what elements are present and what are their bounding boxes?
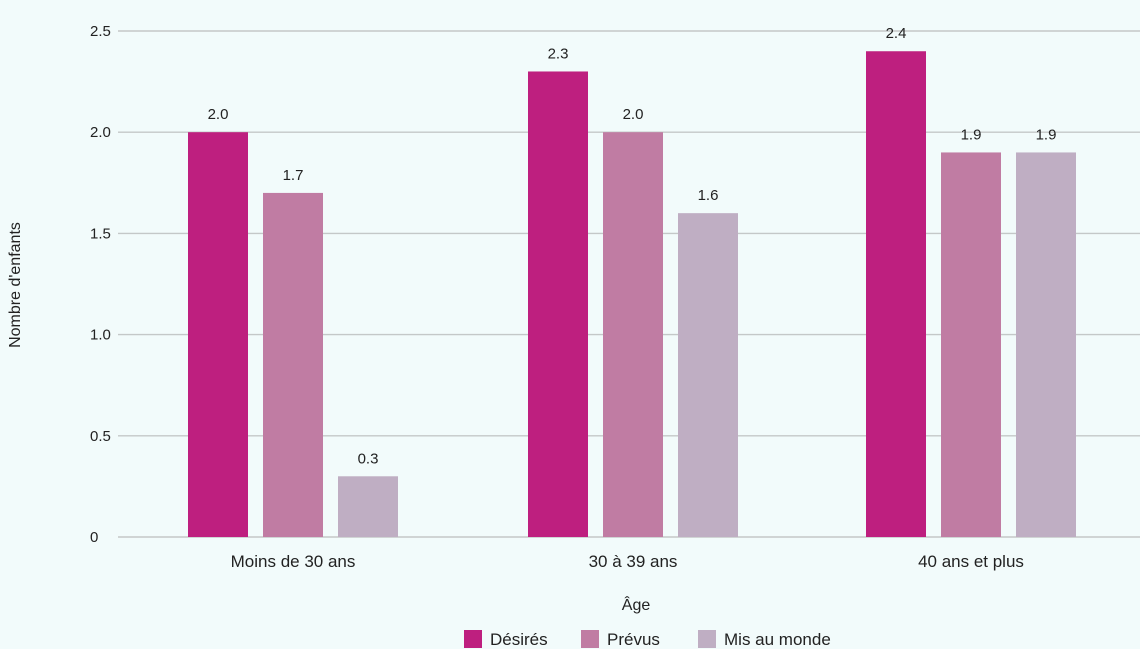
legend: Désirés Prévus Mis au monde xyxy=(464,630,831,649)
data-label: 2.4 xyxy=(886,25,907,42)
data-label: 1.7 xyxy=(283,167,304,184)
y-tick-label: 0 xyxy=(90,529,98,546)
legend-swatch xyxy=(581,630,599,648)
x-axis-title: Âge xyxy=(622,595,651,614)
bar-mis-au-monde-2 xyxy=(1016,152,1076,537)
x-category-label: 30 à 39 ans xyxy=(589,552,678,571)
y-tick-label: 0.5 xyxy=(90,428,111,445)
data-label: 0.3 xyxy=(358,450,379,467)
data-label: 1.6 xyxy=(698,187,719,204)
bars xyxy=(188,51,1076,538)
data-label: 1.9 xyxy=(961,126,982,143)
data-label: 2.3 xyxy=(548,45,569,62)
bar-mis-au-monde-1 xyxy=(678,213,738,537)
bar-désirés-2 xyxy=(866,51,926,538)
data-labels: 2.0 1.7 0.3 2.3 2.0 1.6 2.4 1.9 1.9 xyxy=(208,25,1057,467)
legend-swatch xyxy=(698,630,716,648)
legend-label: Mis au monde xyxy=(724,630,831,649)
y-tick-label: 1.0 xyxy=(90,327,111,344)
y-axis-ticks: 0 0.5 1.0 1.5 2.0 2.5 xyxy=(90,23,111,546)
data-label: 2.0 xyxy=(208,106,229,123)
bar-prévus-2 xyxy=(941,152,1001,537)
data-label: 2.0 xyxy=(623,106,644,123)
y-tick-label: 2.5 xyxy=(90,23,111,40)
bar-prévus-0 xyxy=(263,192,323,538)
y-axis-title: Nombre d'enfants xyxy=(7,222,24,348)
x-category-label: 40 ans et plus xyxy=(918,552,1024,571)
bar-désirés-0 xyxy=(188,132,248,537)
legend-label: Désirés xyxy=(490,630,548,649)
x-axis-categories: Moins de 30 ans 30 à 39 ans 40 ans et plus xyxy=(231,552,1024,571)
x-category-label: Moins de 30 ans xyxy=(231,552,356,571)
legend-swatch xyxy=(464,630,482,648)
bar-désirés-1 xyxy=(528,71,588,537)
bar-mis-au-monde-0 xyxy=(338,476,398,537)
legend-label: Prévus xyxy=(607,630,660,649)
data-label: 1.9 xyxy=(1036,126,1057,143)
bar-prévus-1 xyxy=(603,132,663,537)
y-tick-label: 2.0 xyxy=(90,124,111,141)
y-tick-label: 1.5 xyxy=(90,225,111,242)
